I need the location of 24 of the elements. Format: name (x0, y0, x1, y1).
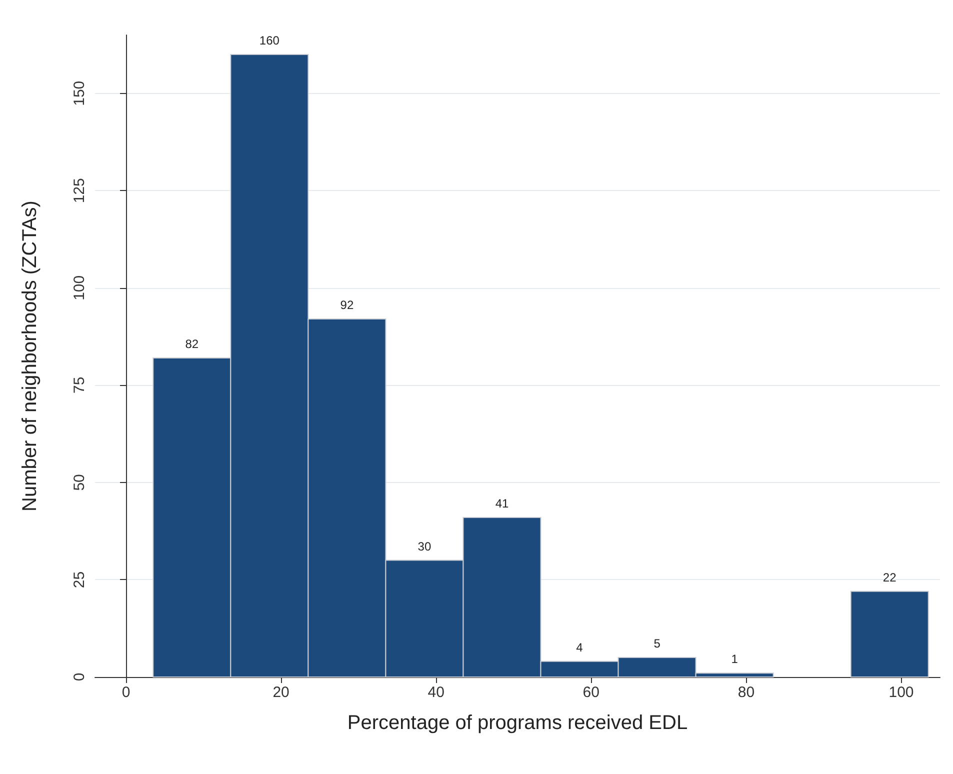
data-label: 30 (418, 539, 432, 554)
x-tick-label: 60 (582, 684, 600, 701)
y-axis-title: Number of neighborhoods (ZCTAs) (19, 200, 41, 512)
data-label: 22 (882, 570, 897, 584)
y-tick-label: 25 (71, 571, 88, 588)
data-label: 82 (185, 336, 199, 351)
data-label: 5 (654, 636, 661, 651)
x-axis-title: Percentage of programs received EDL (347, 712, 688, 734)
data-label: 92 (340, 298, 354, 312)
data-label: 160 (259, 33, 280, 48)
y-tick-label: 0 (71, 672, 88, 682)
y-tick-label: 75 (71, 376, 88, 394)
data-label: 4 (576, 640, 584, 654)
x-tick-label: 20 (272, 684, 290, 701)
x-tick-label: 0 (122, 684, 130, 701)
y-tick-label: 50 (71, 474, 88, 491)
y-tick-label: 125 (71, 178, 88, 204)
data-label: 41 (495, 496, 509, 510)
data-label: 1 (731, 652, 738, 666)
y-tick-label: 150 (71, 80, 88, 106)
x-tick-label: 80 (738, 684, 755, 701)
y-tick-label: 100 (71, 275, 88, 300)
x-tick-label: 100 (888, 684, 914, 701)
x-tick-label: 40 (428, 684, 444, 701)
